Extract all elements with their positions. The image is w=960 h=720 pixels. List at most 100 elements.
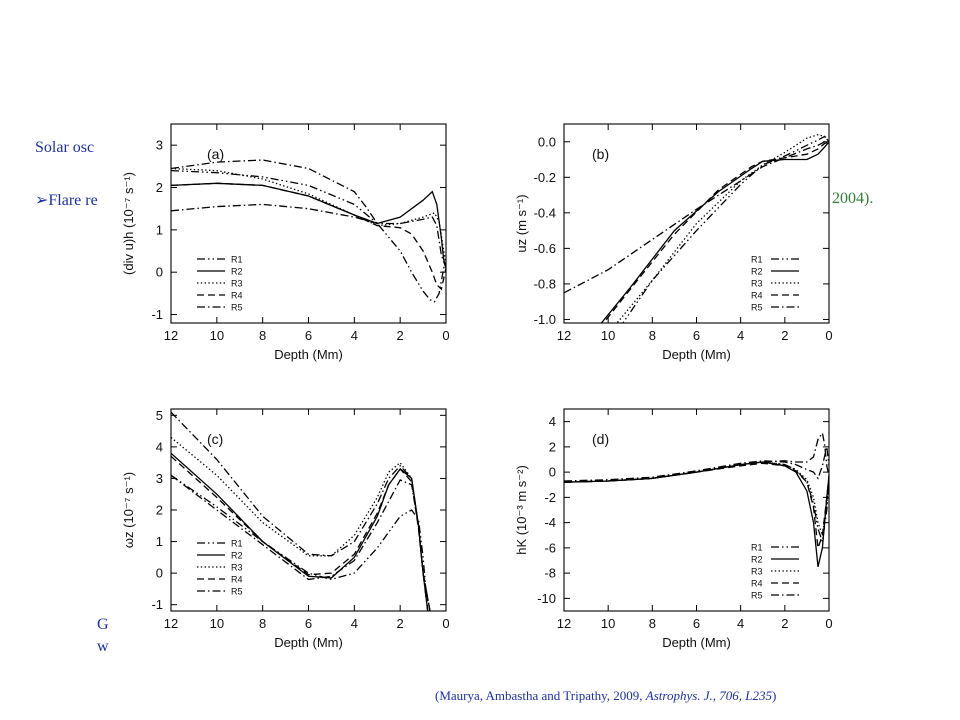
y-tick-label: -1.0 (534, 312, 556, 327)
panel-label: (a) (207, 146, 224, 162)
series-line-r5 (564, 141, 829, 294)
x-tick-label: 10 (210, 616, 224, 631)
series-line-unlabeled (564, 431, 829, 483)
y-tick-label: -2 (544, 490, 556, 505)
y-tick-label: -0.8 (534, 276, 556, 291)
y-tick-label: 5 (156, 408, 163, 423)
series-line-r1 (622, 135, 829, 323)
legend-label: R2 (231, 267, 243, 277)
y-tick-label: -6 (544, 540, 556, 555)
panel-background (113, 400, 447, 620)
x-tick-label: 0 (442, 616, 449, 631)
legend-label: R4 (751, 291, 763, 301)
legend-label: R3 (231, 563, 243, 573)
legend-label: R2 (751, 267, 763, 277)
legend-label: R4 (231, 291, 243, 301)
x-tick-label: 8 (259, 616, 266, 631)
legend-label: R2 (231, 551, 243, 561)
legend-label: R3 (751, 567, 763, 577)
citation: (Maurya, Ambastha and Tripathy, 2009, As… (435, 688, 776, 704)
series-line-unlabeled (171, 159, 378, 224)
x-tick-label: 6 (305, 616, 312, 631)
legend-label: R1 (231, 539, 243, 549)
x-tick-label: 2 (397, 616, 404, 631)
series-line-r5 (564, 446, 829, 482)
y-tick-label: -0.2 (534, 170, 556, 185)
x-tick-label: 6 (693, 328, 700, 343)
legend-label: R5 (231, 587, 243, 597)
x-tick-label: 2 (781, 616, 788, 631)
y-tick-label: -0.6 (534, 241, 556, 256)
x-tick-label: 2 (397, 328, 404, 343)
y-axis-label: ωz (10⁻⁷ s⁻¹) (121, 472, 136, 548)
x-tick-label: 4 (351, 616, 358, 631)
panel-label: (c) (207, 431, 223, 447)
y-axis-label: hK (10⁻³ m s⁻²) (514, 465, 529, 555)
x-tick-label: 4 (351, 328, 358, 343)
x-axis-label: Depth (Mm) (662, 635, 731, 650)
x-tick-label: 8 (259, 328, 266, 343)
y-axis-label: uz (m s⁻¹) (514, 194, 529, 252)
x-tick-label: 0 (825, 616, 832, 631)
legend-label: R1 (751, 543, 763, 553)
legend-label: R1 (231, 255, 243, 265)
y-tick-label: 1 (156, 534, 163, 549)
y-axis-label: (div u)h (10⁻⁷ s⁻¹) (121, 172, 136, 275)
x-tick-label: 10 (601, 328, 615, 343)
panel-background (113, 115, 447, 331)
x-axis-label: Depth (Mm) (274, 347, 343, 362)
x-tick-label: 4 (737, 328, 744, 343)
x-axis-label: Depth (Mm) (662, 347, 731, 362)
y-tick-label: -1 (151, 307, 163, 322)
series-line-r3 (616, 134, 829, 323)
x-tick-label: 12 (557, 328, 571, 343)
x-tick-label: 8 (649, 616, 656, 631)
legend-label: R5 (231, 303, 243, 313)
legend-label: R5 (751, 591, 763, 601)
x-tick-label: 0 (825, 328, 832, 343)
y-tick-label: -0.4 (534, 205, 556, 220)
y-tick-label: 2 (549, 439, 556, 454)
y-tick-label: 2 (156, 503, 163, 518)
x-tick-label: 12 (164, 328, 178, 343)
citation-authors: (Maurya, Ambastha and Tripathy, 2009, (435, 688, 646, 703)
legend-label: R1 (751, 255, 763, 265)
background-caption-line2: w (97, 638, 109, 655)
x-tick-label: 10 (601, 616, 615, 631)
y-tick-label: -8 (544, 566, 556, 581)
y-tick-label: -10 (537, 591, 556, 606)
x-tick-label: 0 (442, 328, 449, 343)
y-tick-label: 1 (156, 222, 163, 237)
y-tick-label: 0 (156, 566, 163, 581)
legend-label: R4 (231, 575, 243, 585)
legend-label: R4 (751, 579, 763, 589)
x-axis-label: Depth (Mm) (274, 635, 343, 650)
background-text-line1: Solar osc (35, 139, 95, 156)
citation-journal: Astrophys. J., 706, L235 (645, 688, 773, 703)
series-line-r5 (171, 203, 446, 269)
bullet-arrow-icon: ➢ (35, 192, 49, 209)
series-line-r1 (171, 474, 429, 611)
y-tick-label: -4 (544, 515, 556, 530)
legend-label: R3 (751, 279, 763, 289)
y-tick-label: 0 (156, 265, 163, 280)
legend-label: R2 (751, 555, 763, 565)
citation-close: ) (772, 688, 777, 703)
y-tick-label: -1 (151, 597, 163, 612)
series-line-r3 (171, 167, 446, 264)
legend-label: R3 (231, 279, 243, 289)
x-tick-label: 12 (557, 616, 571, 631)
panel-label: (b) (592, 146, 609, 162)
x-tick-label: 2 (781, 328, 788, 343)
y-tick-label: 0.0 (538, 134, 556, 149)
x-tick-label: 4 (737, 616, 744, 631)
series-line-r1 (171, 169, 446, 303)
y-tick-label: 4 (156, 439, 163, 454)
background-caption-line1: G (97, 616, 109, 633)
background-text-line2-prefix: Flare re (48, 192, 98, 209)
series-line-r4 (171, 182, 446, 291)
y-tick-label: 3 (156, 471, 163, 486)
background-text-line2: ➢Flare re (35, 190, 98, 210)
x-tick-label: 6 (693, 616, 700, 631)
y-tick-label: 4 (549, 414, 556, 429)
